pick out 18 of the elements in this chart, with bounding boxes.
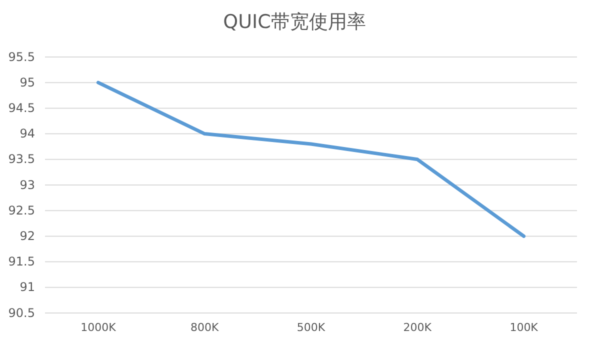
- x-tick-label: 800K: [190, 320, 220, 334]
- y-tick-label: 94.5: [8, 101, 35, 116]
- y-tick-label: 95: [20, 75, 35, 90]
- y-tick-label: 92.5: [8, 203, 35, 218]
- y-tick-label: 90.5: [8, 306, 35, 320]
- y-tick-label: 91.5: [8, 254, 35, 269]
- y-tick-label: 91: [20, 280, 35, 294]
- y-tick-label: 94: [20, 126, 35, 141]
- y-tick-label: 92: [20, 229, 35, 244]
- x-tick-label: 500K: [296, 320, 326, 334]
- x-tick-label: 200K: [403, 320, 432, 334]
- y-tick-label: 95.5: [8, 50, 35, 64]
- x-tick-label: 1000K: [80, 320, 117, 334]
- line-series: [96, 80, 526, 238]
- y-tick-label: 93.5: [8, 152, 35, 166]
- chart-title: QUIC带宽使用率: [223, 11, 366, 33]
- x-tick-label: 100K: [510, 320, 539, 334]
- y-tick-label: 93: [20, 178, 35, 192]
